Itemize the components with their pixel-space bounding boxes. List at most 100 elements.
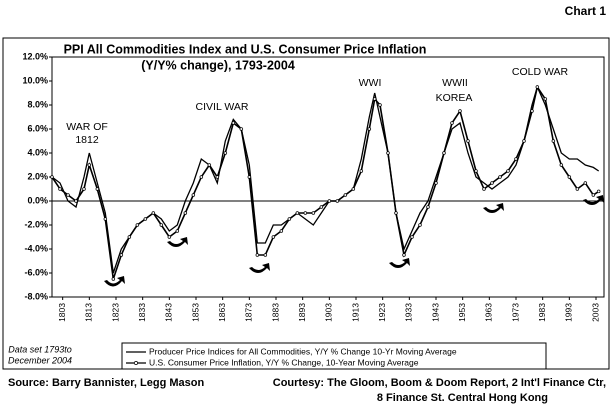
arrow	[104, 276, 125, 287]
annotation: 1812	[75, 134, 99, 146]
arrow	[249, 263, 270, 273]
x-tick-label: 1923	[377, 303, 387, 322]
x-tick-label: 1893	[297, 303, 307, 322]
series-marker	[506, 169, 510, 173]
series-marker	[372, 97, 377, 101]
series-marker	[87, 163, 92, 167]
x-tick-label: 1913	[350, 303, 360, 322]
series-marker	[295, 211, 300, 215]
series-marker	[327, 199, 332, 203]
series-marker	[543, 97, 548, 101]
x-tick-label: 1833	[137, 303, 147, 322]
series-marker	[343, 193, 348, 197]
series-marker	[498, 175, 502, 179]
series-marker	[66, 193, 70, 197]
x-tick-label: 1813	[84, 303, 94, 322]
x-tick-label: 1883	[270, 303, 280, 322]
trough-arrows	[104, 195, 604, 287]
series-marker	[426, 205, 430, 209]
x-tick-label: 1983	[537, 303, 547, 322]
series-marker	[271, 235, 276, 239]
series-line	[51, 85, 600, 274]
series-line	[51, 84, 600, 280]
x-tick-label: 2003	[590, 303, 600, 322]
chart-title: PPI All Commodities Index and U.S. Consu…	[64, 42, 427, 56]
arrow	[389, 258, 410, 268]
x-tick-label: 1933	[404, 303, 414, 322]
y-tick-label: 12.0%	[22, 51, 48, 61]
series-marker	[135, 223, 140, 227]
series-marker	[111, 277, 116, 281]
annotation: WWII	[442, 77, 468, 89]
series-marker	[450, 121, 454, 125]
series-marker	[239, 127, 244, 131]
y-tick-label: 6.0%	[27, 123, 48, 133]
y-tick-label: 2.0%	[27, 171, 48, 181]
series-marker	[207, 163, 212, 167]
y-tick-label: 10.0%	[22, 75, 48, 85]
annotation: WWI	[359, 77, 382, 89]
series-marker	[335, 199, 340, 203]
series-marker	[359, 169, 364, 173]
series-marker	[514, 157, 518, 161]
series-marker	[247, 175, 252, 179]
series-marker	[418, 223, 422, 227]
y-tick-label: 8.0%	[27, 99, 48, 109]
series-marker	[303, 211, 308, 215]
series-marker	[175, 229, 180, 233]
note: Data set 1793to	[8, 344, 72, 354]
series-marker	[183, 211, 188, 215]
arrow	[583, 195, 604, 205]
x-tick-label: 1863	[217, 303, 227, 322]
series-marker	[410, 235, 414, 239]
x-tick-label: 1823	[110, 303, 120, 322]
arrow	[167, 237, 188, 247]
series-marker	[279, 229, 284, 233]
series-marker	[167, 235, 172, 239]
series-marker	[263, 253, 268, 257]
y-tick-label: 4.0%	[27, 147, 48, 157]
arrow	[483, 203, 504, 213]
series-marker	[143, 217, 148, 221]
annotation: CIVIL WAR	[196, 101, 249, 113]
series-marker	[575, 187, 580, 191]
annotation: KOREA	[436, 92, 473, 104]
x-tick-label: 1843	[164, 303, 174, 322]
annotation: COLD WAR	[512, 66, 569, 78]
series-marker	[434, 181, 438, 185]
x-tick-label: 1963	[484, 303, 494, 322]
series-marker	[482, 187, 486, 191]
corner-label: Chart 1	[565, 4, 607, 18]
series-marker	[351, 187, 356, 191]
series-marker	[95, 187, 100, 191]
chart-subtitle: (Y/Y% change), 1793-2004	[141, 58, 295, 72]
series-marker	[127, 235, 132, 239]
series-marker	[466, 139, 470, 143]
y-tick-label: -6.0%	[24, 267, 48, 277]
series-marker	[103, 217, 108, 221]
series-marker	[82, 187, 86, 191]
annotation: WAR OF	[66, 121, 108, 133]
series-marker	[191, 193, 196, 197]
series-marker	[311, 211, 316, 215]
y-tick-label: 0.0%	[27, 195, 48, 205]
series-marker	[583, 181, 588, 185]
series-marker	[367, 127, 372, 131]
series-marker	[474, 169, 478, 173]
series-marker	[378, 103, 382, 107]
legend-label: U.S. Consumer Price Inflation, Y/Y % Cha…	[149, 357, 419, 367]
series-marker	[386, 151, 390, 155]
series-marker	[522, 139, 526, 143]
x-tick-label: 1803	[57, 303, 67, 322]
series-marker	[596, 189, 601, 194]
source: Source: Barry Bannister, Legg Mason	[8, 377, 204, 389]
x-tick-label: 1943	[430, 303, 440, 322]
series-marker	[591, 193, 596, 197]
series-marker	[490, 181, 494, 185]
y-tick-label: -4.0%	[24, 243, 48, 253]
x-tick-label: 1853	[190, 303, 200, 322]
legend-label: Producer Price Indices for All Commoditi…	[149, 346, 457, 356]
series-marker	[255, 253, 260, 257]
series-marker	[394, 211, 398, 215]
series-marker	[319, 205, 324, 209]
